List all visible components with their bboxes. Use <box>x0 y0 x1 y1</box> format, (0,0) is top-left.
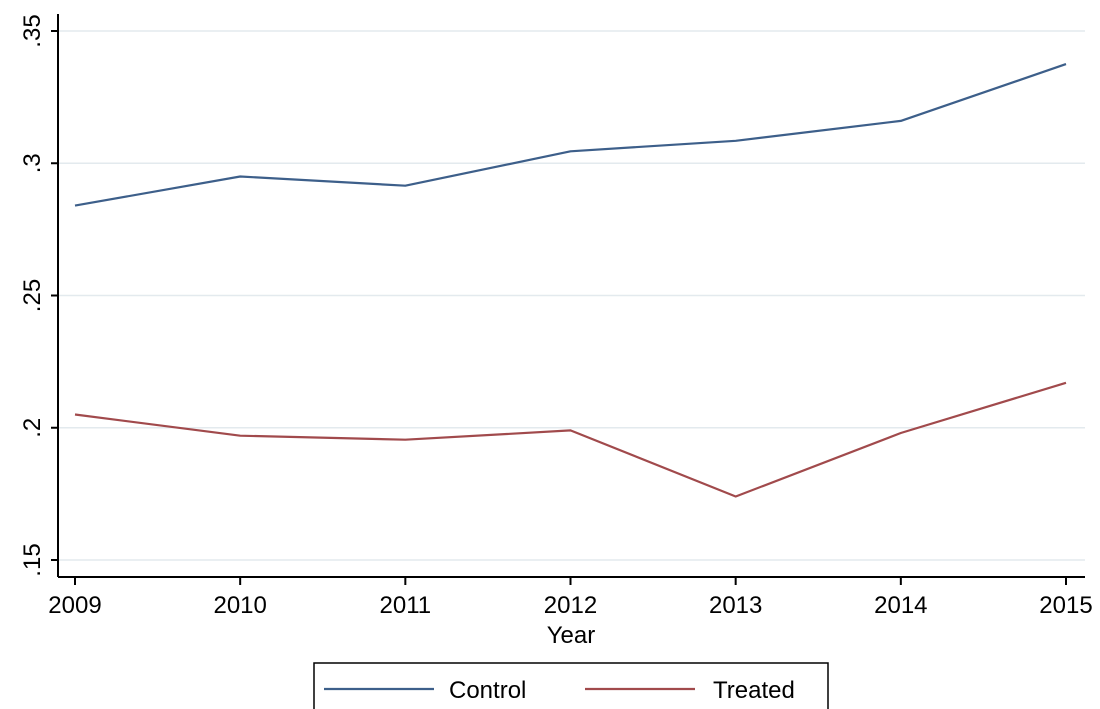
x-tick-label: 2009 <box>48 592 101 619</box>
series-lines <box>74 63 1067 498</box>
x-tick-label: 2012 <box>544 592 597 619</box>
y-tick-label: .25 <box>19 279 46 312</box>
x-tick-label: 2015 <box>1039 592 1092 619</box>
y-tick-label: .35 <box>19 14 46 47</box>
x-tick-label: 2013 <box>709 592 762 619</box>
grid <box>58 30 1085 561</box>
series-line-treated <box>74 381 1067 498</box>
legend-label-control: Control <box>449 677 526 704</box>
x-tick-label: 2010 <box>213 592 266 619</box>
x-tick-label: 2014 <box>874 592 927 619</box>
legend-box <box>313 662 829 709</box>
legend-items: Control Treated <box>324 677 795 704</box>
y-ticks: .15 .2 .25 .3 .35 <box>19 14 58 577</box>
y-tick-label: .3 <box>19 153 46 173</box>
legend-label-treated: Treated <box>713 677 795 704</box>
series-line-control <box>74 63 1067 207</box>
y-tick-label: .15 <box>19 543 46 576</box>
x-axis-title: Year <box>547 622 596 649</box>
y-tick-label: .2 <box>19 418 46 438</box>
x-ticks: 2009 2010 2011 2012 2013 2014 2015 <box>48 577 1093 619</box>
legend: Control Treated <box>313 662 829 709</box>
x-tick-label: 2011 <box>380 592 432 619</box>
